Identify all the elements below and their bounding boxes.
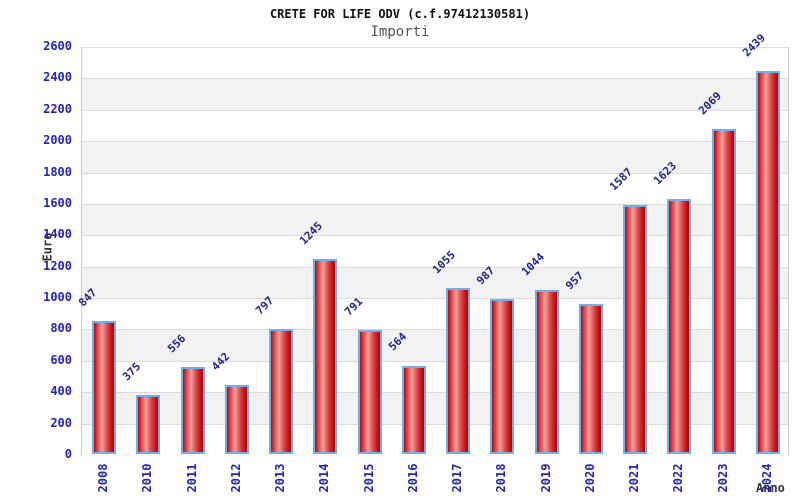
x-tick-label: 2023 xyxy=(715,463,730,493)
y-tick-label: 600 xyxy=(50,352,72,367)
x-tick-label: 2016 xyxy=(405,463,420,493)
x-tick-label: 2013 xyxy=(273,463,288,493)
y-tick-label: 1200 xyxy=(43,258,72,273)
x-tick-label: 2024 xyxy=(759,463,774,493)
bar-2008 xyxy=(92,321,117,454)
bar-2023 xyxy=(711,129,736,454)
grid-band xyxy=(82,78,788,110)
y-tick-label: 1000 xyxy=(43,290,72,305)
bar-2015 xyxy=(357,329,382,454)
bar-2012 xyxy=(224,384,249,454)
bar-2019 xyxy=(534,290,559,454)
bar-2011 xyxy=(180,366,205,454)
grid-band xyxy=(82,141,788,173)
x-tick-label: 2017 xyxy=(450,463,465,493)
y-tick-label: 1800 xyxy=(43,164,72,179)
y-tick-label: 2400 xyxy=(43,70,72,85)
bar-2010 xyxy=(136,395,161,454)
bar-2024 xyxy=(755,71,780,454)
bar-2017 xyxy=(446,288,471,454)
bar-2014 xyxy=(313,258,338,454)
x-axis-title: Anno xyxy=(756,481,785,495)
x-tick-label: 2011 xyxy=(184,463,199,493)
x-tick-label: 2015 xyxy=(361,463,376,493)
x-tick-label: 2021 xyxy=(627,463,642,493)
y-tick-label: 1600 xyxy=(43,195,72,210)
x-tick-label: 2018 xyxy=(494,463,509,493)
bar-2022 xyxy=(667,199,692,454)
bar-2020 xyxy=(578,303,603,454)
y-tick-label: 200 xyxy=(50,415,72,430)
plot-area xyxy=(81,47,789,455)
y-tick-label: 2200 xyxy=(43,101,72,116)
grid-band xyxy=(82,47,788,79)
chart-title: CRETE FOR LIFE ODV (c.f.97412130581) xyxy=(269,7,531,21)
grid-band xyxy=(82,172,788,204)
x-tick-label: 2012 xyxy=(228,463,243,493)
grid-band xyxy=(82,109,788,142)
x-tick-label: 2008 xyxy=(96,463,111,493)
chart-subtitle: Importi xyxy=(370,24,430,40)
bar-2021 xyxy=(623,204,648,454)
x-tick-label: 2014 xyxy=(317,463,332,493)
y-tick-label: 800 xyxy=(50,321,72,336)
bar-2013 xyxy=(269,328,294,454)
y-tick-label: 0 xyxy=(64,447,72,461)
bar-2018 xyxy=(490,299,515,454)
x-tick-label: 2022 xyxy=(671,463,686,493)
y-tick-label: 2000 xyxy=(43,133,72,148)
bar-2016 xyxy=(401,365,426,454)
x-tick-label: 2020 xyxy=(582,463,597,493)
y-tick-label: 400 xyxy=(50,384,72,399)
y-tick-label: 2600 xyxy=(43,39,72,53)
y-tick-label: 1400 xyxy=(43,227,72,242)
x-tick-label: 2019 xyxy=(538,463,553,493)
x-tick-label: 2010 xyxy=(140,463,155,493)
